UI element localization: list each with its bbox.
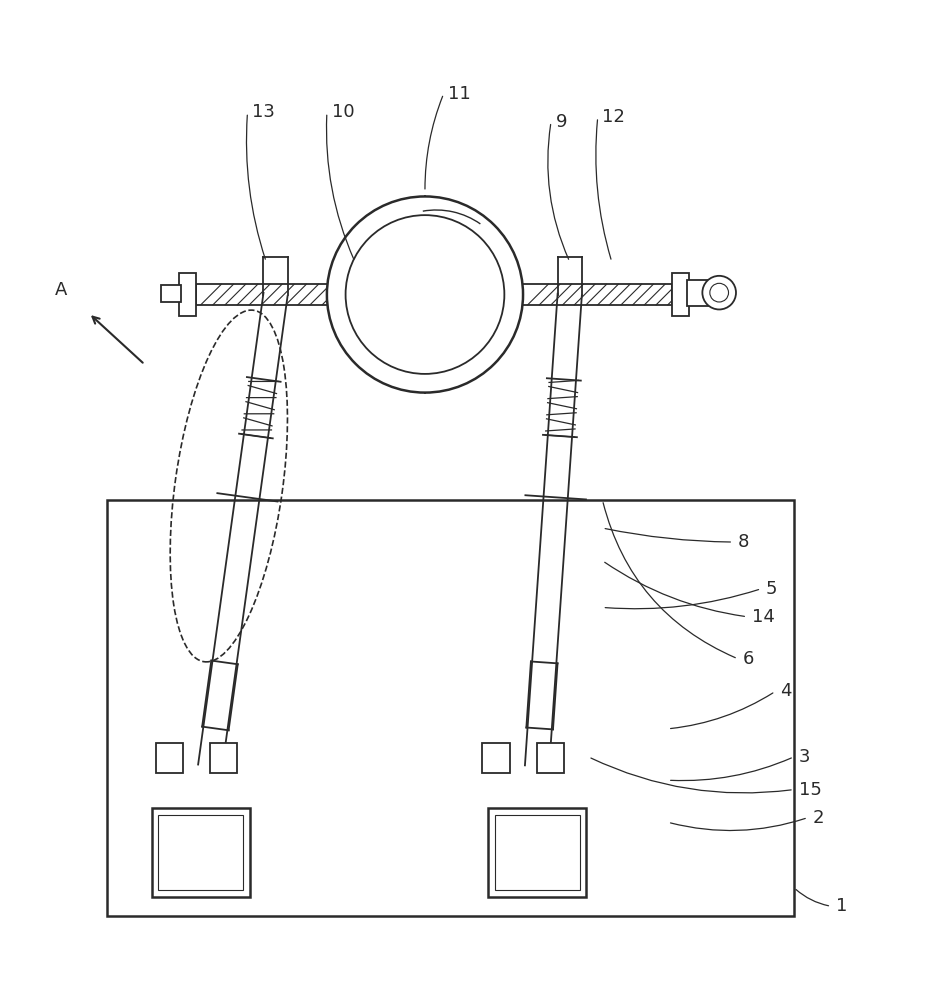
Text: 13: 13 bbox=[252, 103, 275, 121]
Bar bbox=[482, 743, 510, 773]
Circle shape bbox=[710, 283, 729, 302]
Text: 3: 3 bbox=[799, 748, 810, 766]
Text: 12: 12 bbox=[602, 108, 625, 126]
Bar bbox=[495, 815, 579, 890]
Text: 15: 15 bbox=[799, 781, 821, 799]
Text: 1: 1 bbox=[836, 897, 847, 915]
Bar bbox=[179, 273, 196, 316]
Bar bbox=[155, 743, 183, 773]
Text: 11: 11 bbox=[448, 85, 471, 103]
Bar bbox=[210, 743, 237, 773]
Text: A: A bbox=[54, 281, 67, 299]
Bar bbox=[672, 273, 689, 316]
Circle shape bbox=[327, 196, 523, 393]
Text: 6: 6 bbox=[743, 650, 754, 668]
Bar bbox=[488, 808, 587, 897]
Bar bbox=[159, 815, 243, 890]
Bar bbox=[151, 808, 250, 897]
Text: 8: 8 bbox=[738, 533, 749, 551]
Text: 14: 14 bbox=[752, 608, 774, 626]
Bar bbox=[537, 743, 564, 773]
Circle shape bbox=[346, 215, 504, 374]
Text: 5: 5 bbox=[766, 580, 777, 598]
Circle shape bbox=[702, 276, 736, 309]
Text: 2: 2 bbox=[813, 809, 824, 827]
Text: 10: 10 bbox=[332, 103, 354, 121]
Text: 9: 9 bbox=[556, 113, 567, 131]
Bar bbox=[687, 280, 708, 306]
Bar bbox=[196, 284, 672, 305]
Bar bbox=[161, 285, 181, 302]
Bar bbox=[107, 500, 794, 916]
Text: 4: 4 bbox=[780, 682, 791, 700]
